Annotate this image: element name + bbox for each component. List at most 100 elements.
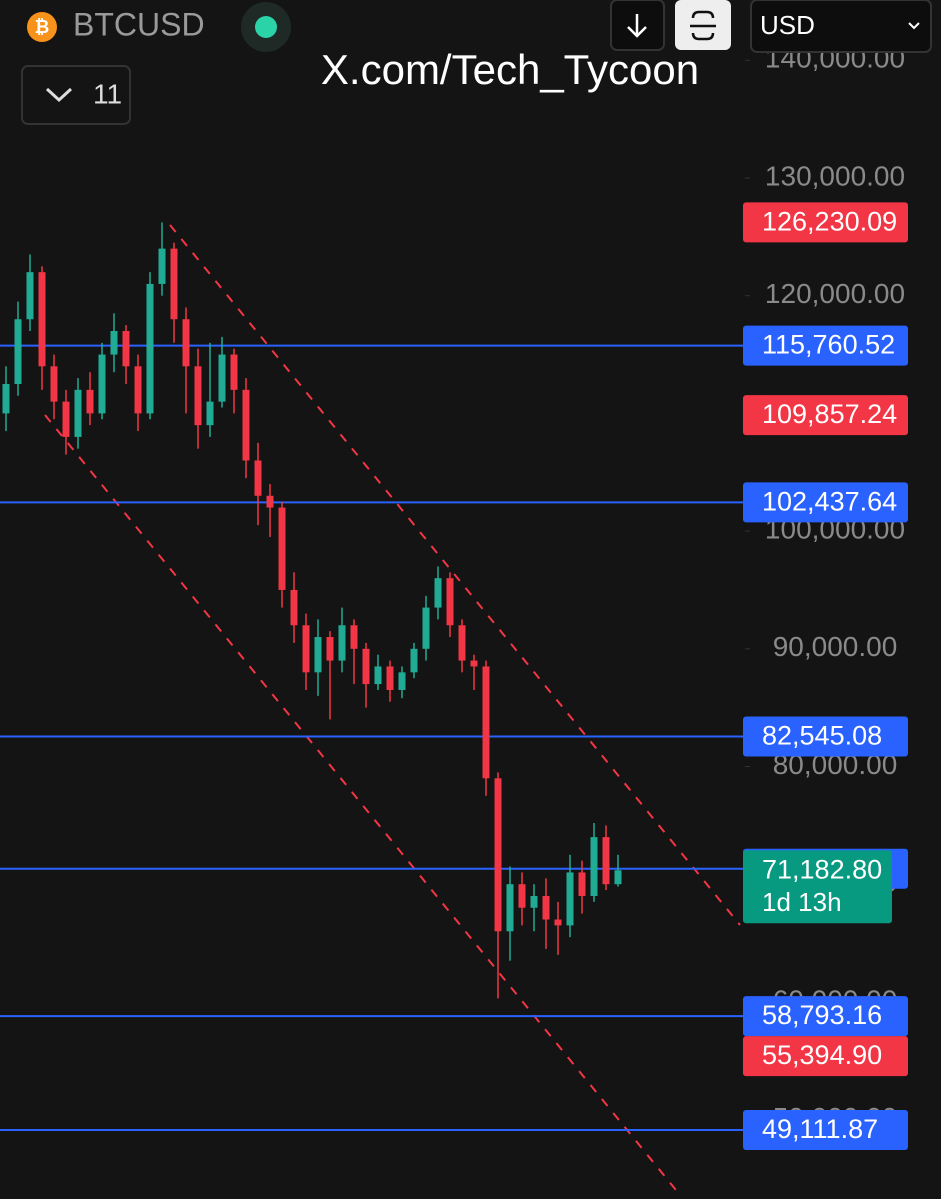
candle (50, 354, 58, 420)
candle-body (74, 389, 82, 437)
candle (422, 595, 430, 661)
y-tick-label: 130,000.00 (765, 160, 905, 191)
candle-body (530, 895, 538, 908)
candle (578, 860, 586, 914)
candle (62, 389, 70, 455)
candle (398, 666, 406, 699)
countdown: 1d 13h (762, 887, 842, 917)
watermark: X.com/Tech_Tycoon (321, 46, 699, 93)
candle (290, 572, 298, 643)
candle (446, 572, 454, 638)
candle-body (86, 389, 94, 414)
candle-body (14, 319, 22, 384)
candle (338, 607, 346, 673)
download-icon (627, 14, 647, 38)
level-label-bg (743, 996, 908, 1037)
candle (386, 660, 394, 702)
candle (482, 660, 490, 796)
candle (134, 354, 142, 432)
candle (314, 619, 322, 696)
candle-body (362, 648, 370, 685)
candle-body (182, 319, 190, 367)
candle-body (542, 895, 550, 920)
candle-body (506, 884, 514, 932)
candle-body (290, 589, 298, 626)
candle-body (26, 272, 34, 320)
btc-icon-glyph: ₿ (35, 17, 50, 37)
fullscreen-icon (690, 10, 716, 41)
candle-body (578, 872, 586, 896)
candle-body (434, 578, 442, 608)
candle (602, 825, 610, 891)
candle (182, 307, 190, 414)
candle (362, 642, 370, 708)
candle-body (326, 637, 334, 661)
candle-body (230, 354, 238, 390)
marker-label: 126,230.09 (762, 206, 897, 236)
candle-body (122, 331, 130, 367)
candle (122, 325, 130, 384)
candle-body (590, 837, 598, 896)
candle-body (146, 283, 154, 414)
candle (242, 378, 250, 479)
candles (2, 222, 622, 999)
candle (494, 772, 502, 999)
marker-label: 109,857.24 (762, 399, 897, 429)
candle (98, 342, 106, 420)
candle (530, 884, 538, 932)
candle-body (206, 401, 214, 426)
level-label: 115,760.52 (762, 330, 895, 360)
select-chevron (908, 22, 920, 30)
candle-body (38, 272, 46, 367)
candle (38, 266, 46, 390)
candle-body (422, 607, 430, 649)
candle (554, 901, 562, 955)
candle (458, 619, 466, 673)
candle (266, 484, 274, 537)
candle (170, 242, 178, 343)
y-tick-label: 90,000.00 (773, 631, 898, 662)
currency: USD (760, 10, 815, 40)
last-price: 71,182.80 (762, 854, 882, 884)
candle (158, 222, 166, 296)
level-label-bg (743, 325, 908, 366)
price-labels: 115,760.52102,437.6482,545.0871,316.9458… (743, 202, 908, 1151)
candle-body (50, 366, 58, 402)
indicator-toggle[interactable] (21, 65, 131, 125)
candle (194, 348, 202, 449)
candle (86, 372, 94, 426)
candle-body (554, 919, 562, 926)
candle-body (218, 354, 226, 402)
candle (14, 301, 22, 396)
candle (542, 878, 550, 949)
candle-body (98, 354, 106, 414)
candle-body (518, 884, 526, 908)
candle-body (482, 666, 490, 779)
candle-body (254, 460, 262, 496)
marker-label: 55,394.90 (762, 1040, 882, 1070)
candle-body (242, 389, 250, 461)
candle (146, 272, 154, 420)
level-label-bg (743, 482, 908, 523)
currency-select[interactable] (750, 0, 932, 53)
candle (326, 631, 334, 720)
indicator-count: 11 (93, 78, 122, 109)
candle (218, 336, 226, 408)
marker-label-bg (743, 395, 908, 436)
symbol[interactable]: BTCUSD (73, 6, 205, 42)
candle-body (194, 366, 202, 426)
candle-body (350, 625, 358, 649)
candle (278, 501, 286, 608)
candle-body (446, 578, 454, 626)
candle (230, 348, 238, 414)
marker-label-bg (743, 202, 908, 243)
candle-body (338, 625, 346, 661)
level-label: 102,437.64 (762, 487, 897, 517)
channel-lower (44, 414, 681, 1196)
candle-body (566, 872, 574, 926)
candle (206, 342, 214, 437)
chevron (45, 87, 73, 103)
candle-body (266, 495, 274, 508)
candle (518, 872, 526, 926)
candle-body (374, 666, 382, 685)
